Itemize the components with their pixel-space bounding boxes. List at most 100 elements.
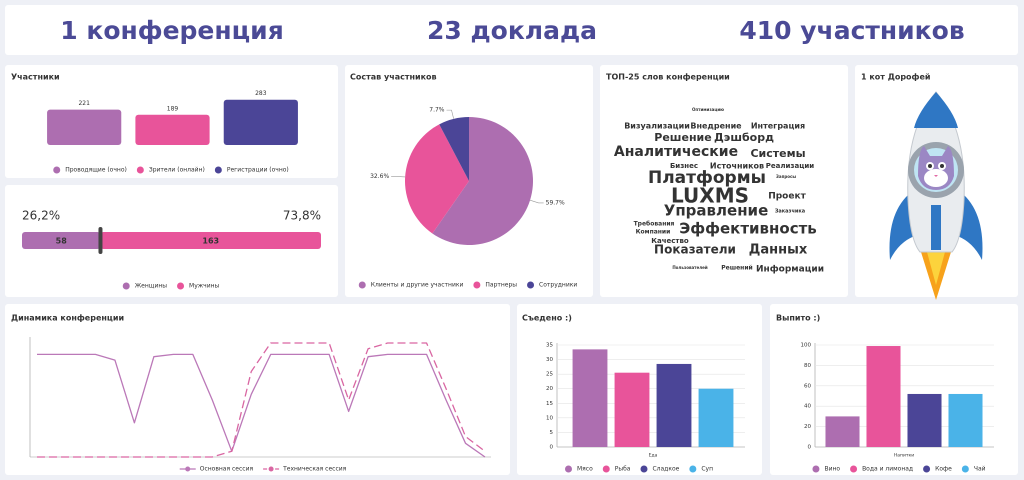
x-axis-label: Еда bbox=[649, 453, 658, 459]
y-tick-label: 20 bbox=[546, 386, 553, 392]
chart-title: Выпито :) bbox=[776, 314, 820, 323]
y-tick-label: 80 bbox=[804, 363, 811, 369]
value-label: 58 bbox=[56, 237, 68, 246]
legend-label: Вино bbox=[824, 466, 840, 473]
cloud-word: Проект bbox=[768, 192, 806, 202]
bar bbox=[614, 372, 650, 447]
legend-marker bbox=[122, 282, 130, 290]
y-tick-label: 35 bbox=[546, 343, 553, 349]
cloud-word: Интеграция bbox=[751, 122, 805, 131]
legend-marker bbox=[214, 166, 222, 174]
kpi: 23 доклада bbox=[427, 16, 597, 45]
value-label: 283 bbox=[255, 90, 267, 97]
y-tick-label: 10 bbox=[546, 415, 553, 421]
legend-label: Регистрации (очно) bbox=[227, 167, 289, 174]
cloud-word: Качество bbox=[651, 237, 689, 245]
bar bbox=[698, 388, 734, 447]
legend-marker bbox=[850, 465, 858, 473]
legend-marker bbox=[961, 465, 969, 473]
rocket-illustration bbox=[889, 91, 983, 300]
legend-marker bbox=[53, 166, 61, 174]
cloud-word: Управление bbox=[664, 202, 769, 220]
leader-line bbox=[446, 109, 454, 119]
bar bbox=[223, 99, 298, 145]
legend-marker bbox=[812, 465, 820, 473]
cloud-word: Внедрение bbox=[690, 122, 742, 131]
cloud-word: Реализации bbox=[766, 162, 815, 170]
legend-marker bbox=[689, 465, 697, 473]
line-series bbox=[37, 342, 486, 458]
chart-title: Участники bbox=[11, 73, 60, 82]
cloud-word: Данных bbox=[749, 243, 808, 258]
legend-label: Мясо bbox=[577, 466, 593, 473]
legend-marker bbox=[177, 282, 185, 290]
legend: Женщины Мужчины bbox=[122, 282, 220, 290]
legend-label: Зрители (онлайн) bbox=[149, 167, 205, 174]
pie-slice bbox=[439, 117, 469, 181]
legend: Клиенты и другие участники Партнеры Сотруд… bbox=[358, 281, 577, 289]
y-tick-label: 15 bbox=[546, 401, 553, 407]
legend-label: Суп bbox=[701, 466, 713, 473]
cloud-word: Показатели bbox=[654, 243, 736, 257]
value-label: 7.7% bbox=[429, 107, 445, 114]
panel-title: 1 кот Дорофей bbox=[861, 73, 931, 82]
legend-marker bbox=[640, 465, 648, 473]
cloud-word: Платформы bbox=[648, 168, 766, 188]
y-tick-label: 25 bbox=[546, 372, 553, 378]
value-label: 163 bbox=[202, 237, 219, 246]
y-tick-label: 20 bbox=[804, 424, 811, 430]
cloud-word: Аналитические bbox=[614, 144, 738, 160]
cloud-word: Дэшборд bbox=[714, 131, 774, 144]
legend-label: Основная сессия bbox=[200, 466, 254, 473]
chart-title: Съедено :) bbox=[522, 314, 572, 323]
legend-label: Клиенты и другие участники bbox=[371, 282, 464, 289]
kpi-panel bbox=[5, 5, 1018, 55]
cloud-word: Требования bbox=[634, 221, 675, 228]
panel bbox=[600, 65, 848, 297]
legend-label: Кофе bbox=[935, 466, 952, 473]
bar bbox=[572, 349, 608, 447]
legend-marker bbox=[358, 281, 366, 289]
cloud-word: Системы bbox=[750, 147, 805, 160]
y-tick-label: 60 bbox=[804, 383, 811, 389]
legend: Вино Вода и лимонад Кофе Чай bbox=[812, 465, 986, 473]
chart-title: Динамика конференции bbox=[11, 314, 124, 323]
legend: Основная сессия Техническая сессия bbox=[179, 466, 347, 473]
legend-marker bbox=[136, 166, 144, 174]
legend-label: Вода и лимонад bbox=[862, 466, 913, 473]
legend-marker bbox=[473, 281, 481, 289]
cloud-word: Бизнес bbox=[670, 162, 698, 170]
legend-marker bbox=[602, 465, 610, 473]
value-label: 32.6% bbox=[370, 173, 389, 180]
cloud-word: Оптимизацию bbox=[692, 107, 724, 112]
cloud-word: Визуализации bbox=[624, 122, 690, 131]
cloud-word: Запросы bbox=[776, 174, 796, 179]
line-series bbox=[37, 353, 486, 458]
y-tick-label: 100 bbox=[801, 343, 812, 349]
bar bbox=[656, 363, 692, 447]
value-label: 189 bbox=[167, 105, 179, 112]
cloud-word: Эффективность bbox=[679, 220, 817, 238]
legend-label: Сладкое bbox=[652, 466, 679, 473]
legend-label: Техническая сессия bbox=[282, 466, 347, 473]
y-tick-label: 0 bbox=[808, 445, 812, 451]
share-label: 73,8% bbox=[283, 209, 321, 223]
bar bbox=[866, 346, 901, 447]
share-label: 26,2% bbox=[22, 209, 60, 223]
pie-slice bbox=[405, 124, 469, 234]
x-axis-label: Напитки bbox=[894, 453, 914, 459]
y-tick-label: 30 bbox=[546, 357, 553, 363]
legend-label: Чай bbox=[974, 466, 986, 473]
cloud-word: Решение bbox=[654, 131, 711, 144]
leader-line bbox=[391, 176, 406, 178]
bar bbox=[47, 109, 122, 145]
bar bbox=[907, 393, 942, 447]
cloud-word: Заказчика bbox=[775, 209, 805, 215]
legend: Проводящие (очно) Зрители (онлайн) Регистр… bbox=[53, 166, 289, 174]
legend-marker bbox=[564, 465, 572, 473]
y-tick-label: 0 bbox=[550, 445, 554, 451]
legend-marker bbox=[923, 465, 931, 473]
kpi: 410 участников bbox=[739, 16, 964, 45]
legend-marker bbox=[268, 466, 274, 472]
